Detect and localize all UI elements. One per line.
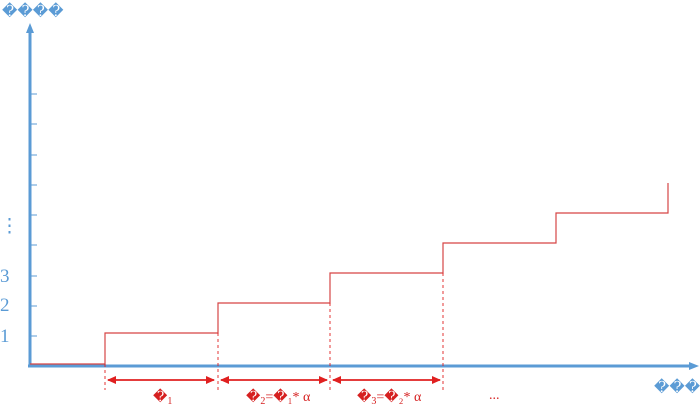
step-drop-lines	[104, 273, 444, 390]
level-label-2: 2	[0, 295, 10, 316]
step-line	[30, 183, 669, 365]
y-axis-ticks	[30, 93, 37, 337]
level-label-ellipsis: ⋮	[0, 216, 19, 237]
interval-label-2-main: �	[246, 388, 261, 405]
interval-label-2: �2=�₁* α	[246, 388, 311, 407]
x-axis-title: ����	[654, 378, 700, 396]
interval-label-3: �3=�₂* α	[357, 388, 422, 407]
interval-label-2-rest: =�₁* α	[265, 388, 311, 405]
interval-label-2-sub: 2	[260, 396, 265, 407]
interval-label-1-sub: 1	[167, 396, 172, 407]
interval-label-1-main: �	[153, 388, 168, 405]
level-label-3: 3	[0, 266, 10, 287]
level-label-1: 1	[0, 326, 10, 347]
interval-label-1: �1	[153, 388, 172, 407]
interval-label-3-main: �	[357, 388, 372, 405]
more-intervals-ellipsis: ...	[489, 388, 500, 403]
interval-label-3-sub: 3	[371, 396, 376, 407]
y-axis-title: ����	[2, 2, 64, 20]
interval-label-3-rest: =�₂* α	[376, 388, 422, 405]
